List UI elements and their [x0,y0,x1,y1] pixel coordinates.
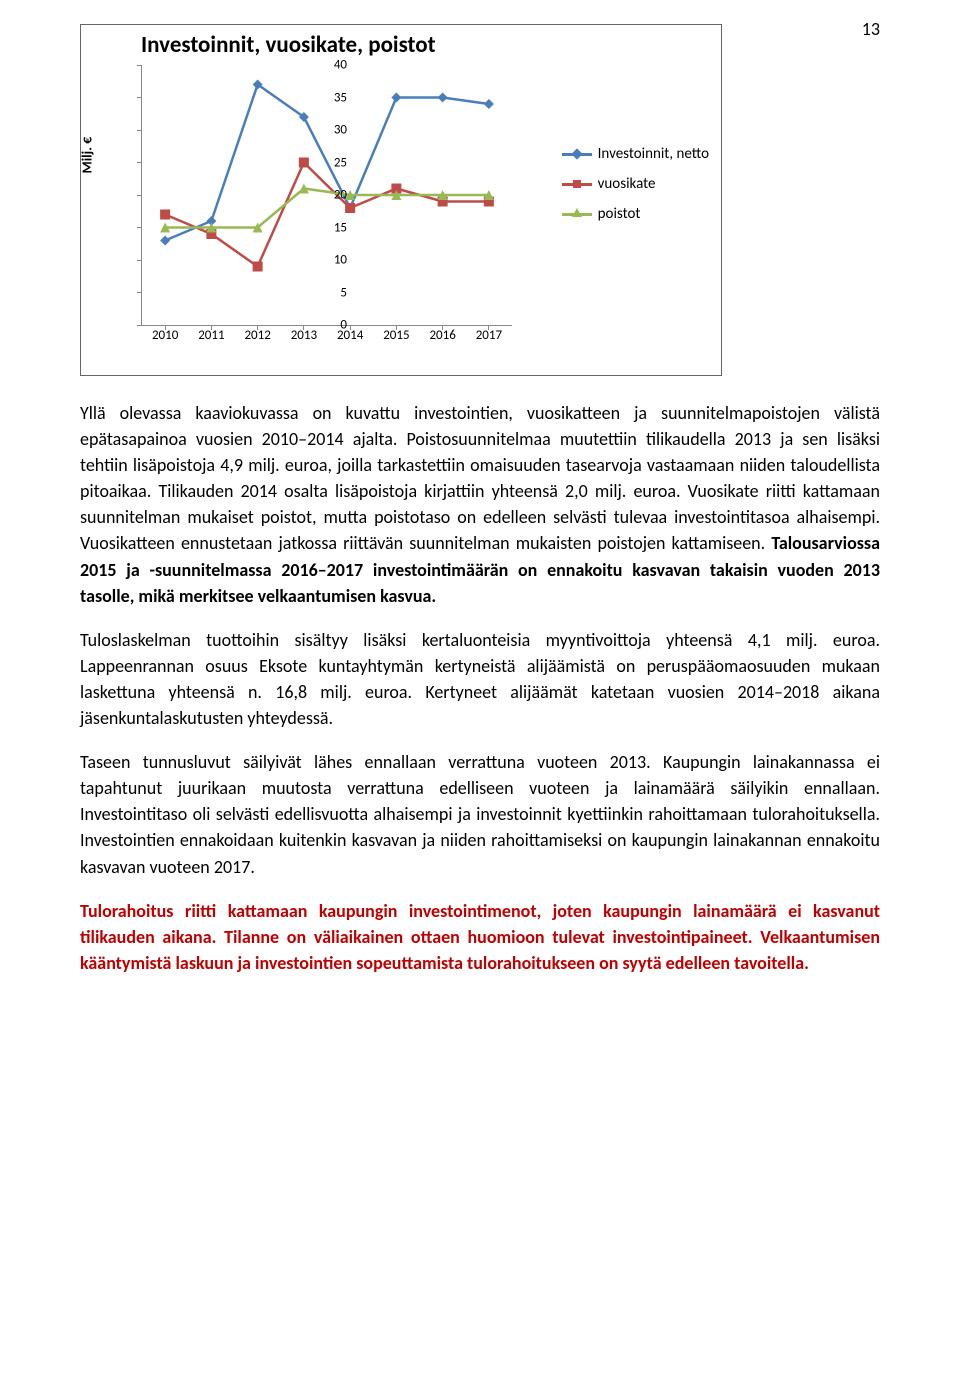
paragraph-4-highlight: Tulorahoitus riitti kattamaan kaupungin … [80,898,880,976]
chart-container: Investoinnit, vuosikate, poistot Milj. €… [80,24,722,376]
chart-y-tick: 0 [323,319,347,332]
chart-y-tick: 10 [323,254,347,267]
chart-y-tick: 20 [323,189,347,202]
paragraph-2: Tuloslaskelman tuottoihin sisältyy lisäk… [80,627,880,731]
paragraph-3: Taseen tunnusluvut säilyivät lähes ennal… [80,749,880,879]
legend-label: poistot [598,205,641,223]
chart-title: Investoinnit, vuosikate, poistot [141,31,436,59]
chart-y-axis-label: Milj. € [79,137,96,174]
chart-x-tick: 2016 [429,328,455,343]
legend-label: vuosikate [598,175,656,193]
chart-x-tick: 2013 [291,328,317,343]
legend-item: poistot [562,205,709,223]
chart-x-tick: 2017 [476,328,502,343]
paragraph-1-plain: Yllä olevassa kaaviokuvassa on kuvattu i… [80,402,880,554]
page-number: 13 [862,18,880,40]
chart-legend: Investoinnit, netto vuosikate poistot [562,145,709,235]
chart-y-tick: 30 [323,124,347,137]
chart-x-tick: 2012 [244,328,270,343]
chart-x-tick: 2010 [152,328,178,343]
legend-item: Investoinnit, netto [562,145,709,163]
chart-x-tick: 2011 [198,328,224,343]
chart-y-tick: 40 [323,59,347,72]
chart-y-tick: 35 [323,91,347,104]
legend-label: Investoinnit, netto [598,145,709,163]
legend-item: vuosikate [562,175,709,193]
paragraph-1: Yllä olevassa kaaviokuvassa on kuvattu i… [80,400,880,609]
document-page: 13 Investoinnit, vuosikate, poistot Milj… [0,0,960,1386]
chart-y-tick: 15 [323,221,347,234]
chart-y-tick: 25 [323,156,347,169]
chart-y-tick: 5 [323,286,347,299]
body-text: Yllä olevassa kaaviokuvassa on kuvattu i… [80,400,880,976]
chart-x-tick: 2015 [383,328,409,343]
